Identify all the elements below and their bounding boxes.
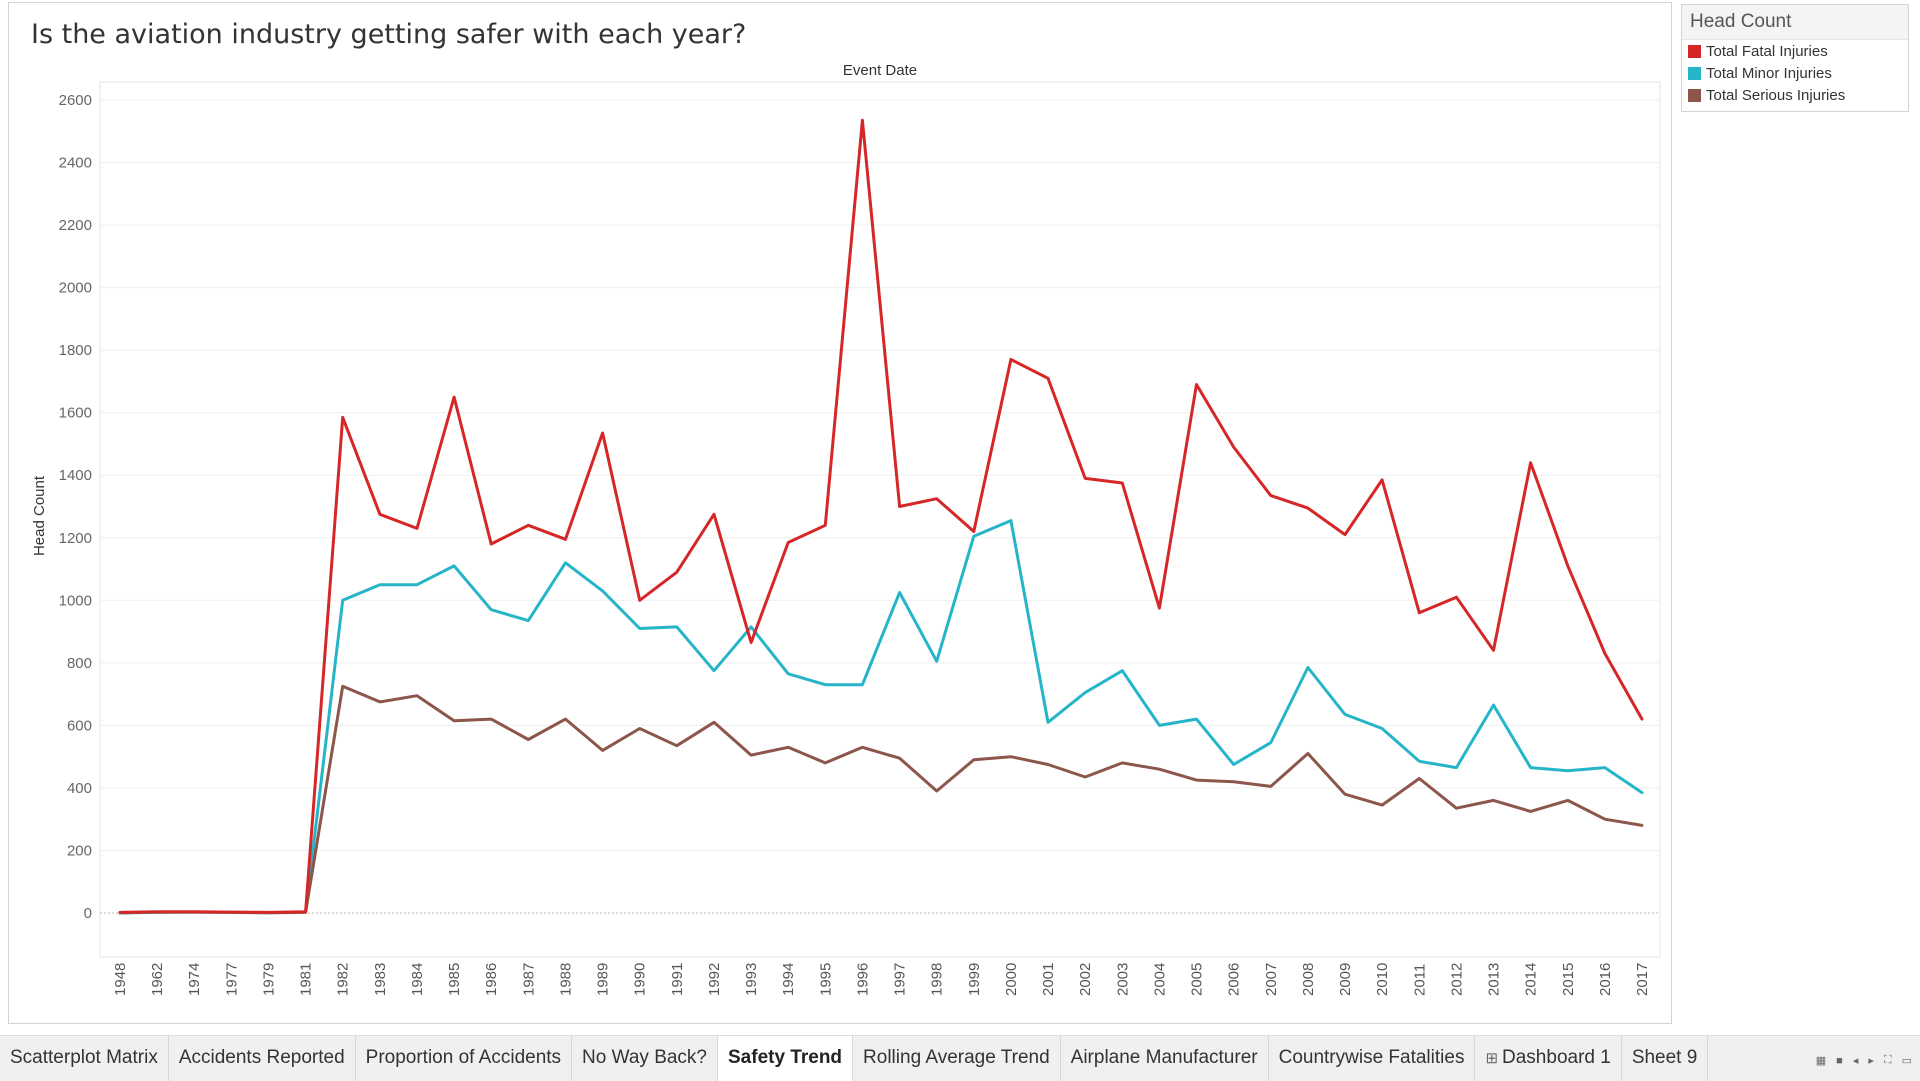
legend-item-fatal[interactable]: Total Fatal Injuries xyxy=(1682,40,1908,62)
series-line-total-serious-injuries[interactable] xyxy=(118,684,1644,915)
tab-dashboard-1[interactable]: ⊞ Dashboard 1 xyxy=(1475,1036,1622,1081)
x-tick-label: 1995 xyxy=(817,963,834,996)
x-tick-label: 1997 xyxy=(892,963,909,996)
x-tick-label: 1990 xyxy=(632,963,649,996)
tab-no-way-back[interactable]: No Way Back? xyxy=(572,1036,718,1081)
filmstrip-icon[interactable]: ■ xyxy=(1836,1054,1843,1067)
x-tick-label: 1984 xyxy=(409,963,426,996)
x-tick-label: 1993 xyxy=(743,963,760,996)
y-tick-label: 1800 xyxy=(59,342,92,359)
x-tick-label: 1994 xyxy=(780,963,797,996)
x-tick-label: 2014 xyxy=(1523,963,1540,996)
x-tick-label: 1989 xyxy=(595,963,612,996)
legend-item-serious[interactable]: Total Serious Injuries xyxy=(1682,84,1908,106)
x-tick-label: 1996 xyxy=(854,963,871,996)
x-tick-label: 1998 xyxy=(929,963,946,996)
sheet-title: Is the aviation industry getting safer w… xyxy=(31,19,747,50)
series-line-total-fatal-injuries[interactable] xyxy=(118,118,1644,914)
legend-swatch-minor xyxy=(1688,66,1701,80)
x-tick-label: 1983 xyxy=(372,963,389,996)
tab-airplane-manufacturer[interactable]: Airplane Manufacturer xyxy=(1060,1036,1269,1081)
y-tick-label: 1600 xyxy=(59,405,92,422)
y-tick-label: 0 xyxy=(84,905,92,922)
y-tick-label: 1200 xyxy=(59,530,92,547)
x-tick-label: 2012 xyxy=(1448,963,1465,996)
tab-accidents-reported[interactable]: Accidents Reported xyxy=(168,1036,356,1081)
x-tick-label: 1988 xyxy=(557,963,574,996)
x-tick-label: 1992 xyxy=(706,963,723,996)
x-tick-label: 2016 xyxy=(1597,963,1614,996)
x-tick-label: 2010 xyxy=(1374,963,1391,996)
x-tick-label: 2002 xyxy=(1077,963,1094,996)
tab-scatterplot-matrix[interactable]: Scatterplot Matrix xyxy=(0,1036,169,1081)
tab-proportion-of-accidents[interactable]: Proportion of Accidents xyxy=(355,1036,573,1081)
x-tick-label: 2003 xyxy=(1114,963,1131,996)
x-tick-label: 1974 xyxy=(186,963,203,996)
y-tick-label: 2400 xyxy=(59,155,92,172)
tab-controls: ▦ ■ ◂ ▸ ⛶ ▭ xyxy=(1816,1054,1912,1067)
y-axis-title: Head Count xyxy=(31,475,48,556)
x-tick-label: 2008 xyxy=(1300,963,1317,996)
tab-safety-trend[interactable]: Safety Trend xyxy=(718,1036,854,1081)
legend-label-serious: Total Serious Injuries xyxy=(1706,86,1846,104)
x-tick-label: 2013 xyxy=(1486,963,1503,996)
tab-countrywise-fatalities[interactable]: Countrywise Fatalities xyxy=(1268,1036,1476,1081)
y-tick-label: 800 xyxy=(67,655,92,672)
x-tick-label: 2004 xyxy=(1151,963,1168,996)
x-tick-label: 2006 xyxy=(1226,963,1243,996)
x-tick-label: 2009 xyxy=(1337,963,1354,996)
x-tick-label: 1999 xyxy=(966,963,983,996)
series-line-total-minor-injuries[interactable] xyxy=(118,519,1644,915)
gridlines xyxy=(99,81,1661,958)
x-axis-title: Event Date xyxy=(843,62,917,79)
y-tick-label: 2600 xyxy=(59,92,92,109)
x-tick-label: 1979 xyxy=(260,963,277,996)
x-tick-label: 2000 xyxy=(1003,963,1020,996)
legend-swatch-fatal xyxy=(1688,44,1701,58)
x-tick-label: 1962 xyxy=(149,963,166,996)
x-tick-label: 1948 xyxy=(112,963,129,996)
x-tick-label: 1981 xyxy=(298,963,315,996)
plot-pane xyxy=(99,81,1661,958)
y-tick-label: 200 xyxy=(67,842,92,859)
y-tick-label: 600 xyxy=(67,717,92,734)
y-tick-label: 2200 xyxy=(59,217,92,234)
y-tick-label: 1400 xyxy=(59,467,92,484)
x-tick-label: 2001 xyxy=(1040,963,1057,996)
x-tick-label: 1987 xyxy=(520,963,537,996)
x-tick-label: 1985 xyxy=(446,963,463,996)
x-tick-label: 2017 xyxy=(1634,963,1651,996)
legend-panel: Head Count Total Fatal Injuries Total Mi… xyxy=(1681,4,1909,112)
series-lines xyxy=(118,118,1644,915)
y-tick-label: 1000 xyxy=(59,592,92,609)
worksheet-panel: Is the aviation industry getting safer w… xyxy=(8,2,1672,1024)
x-tick-label: 2007 xyxy=(1263,963,1280,996)
legend-title: Head Count xyxy=(1682,5,1908,40)
fullscreen-icon[interactable]: ⛶ xyxy=(1883,1054,1892,1066)
x-tick-label: 1991 xyxy=(669,963,686,996)
x-tick-label: 2005 xyxy=(1189,963,1206,996)
sheet-sorter-icon[interactable]: ▦ xyxy=(1815,1055,1827,1067)
axes: 0 200 400 600 800 1000 1200 1400 1600 1800 2000 220… xyxy=(31,62,1651,996)
legend-label-minor: Total Minor Injuries xyxy=(1706,64,1832,82)
tab-rolling-average-trend[interactable]: Rolling Average Trend xyxy=(853,1036,1061,1081)
sheet-tab-bar: Scatterplot Matrix Accidents Reported Pr… xyxy=(0,1035,1920,1081)
next-sheet-icon[interactable]: ▸ xyxy=(1868,1055,1874,1067)
y-tick-label: 2000 xyxy=(59,280,92,297)
legend-label-fatal: Total Fatal Injuries xyxy=(1706,42,1828,60)
prev-sheet-icon[interactable]: ◂ xyxy=(1852,1055,1859,1067)
tab-sheet-9[interactable]: Sheet 9 xyxy=(1621,1036,1709,1081)
x-tick-label: 2011 xyxy=(1411,964,1428,996)
x-tick-label: 1982 xyxy=(335,963,352,996)
legend-swatch-serious xyxy=(1688,88,1701,102)
line-chart: 0 200 400 600 800 1000 1200 1400 1600 1800 2000 220… xyxy=(31,62,1661,996)
x-tick-label: 1977 xyxy=(223,963,240,996)
x-tick-label: 1986 xyxy=(483,963,500,996)
dashboard-icon: ⊞ xyxy=(1485,1050,1499,1067)
present-icon[interactable]: ▭ xyxy=(1901,1055,1912,1067)
x-tick-label: 2015 xyxy=(1560,963,1577,996)
y-tick-label: 400 xyxy=(67,780,92,797)
legend-item-minor[interactable]: Total Minor Injuries xyxy=(1682,62,1908,84)
